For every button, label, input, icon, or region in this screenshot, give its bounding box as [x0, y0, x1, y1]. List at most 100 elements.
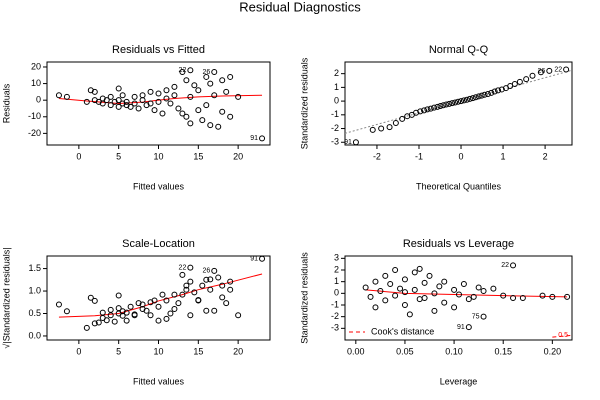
point: [431, 290, 438, 297]
y-tick-label: 2: [334, 264, 339, 274]
y-tick-label: -1: [331, 109, 339, 119]
x-tick-label: 0.05: [396, 346, 414, 356]
point: [119, 312, 126, 319]
point: [187, 120, 194, 127]
point: [227, 286, 234, 293]
point: [63, 308, 70, 315]
point: [387, 281, 394, 287]
point: [135, 300, 142, 307]
point-label: 91: [250, 135, 258, 142]
point: [123, 317, 130, 324]
legend-label: Cook's distance: [371, 326, 434, 336]
x-tick-label: 0.00: [347, 346, 365, 356]
point: [87, 294, 94, 301]
point: [155, 98, 162, 105]
x-tick-label: 0.15: [494, 346, 512, 356]
point: [451, 304, 458, 311]
point: [426, 272, 433, 279]
point: [421, 295, 428, 301]
point: [175, 105, 182, 112]
point-label: 22: [179, 67, 187, 74]
point: [179, 68, 186, 75]
point: [107, 93, 114, 100]
point: [199, 282, 206, 289]
point: [147, 88, 154, 95]
point: [511, 80, 518, 87]
point: [195, 87, 202, 94]
x-tick-label: 15: [193, 151, 203, 161]
y-tick-label: 0.5: [28, 308, 41, 318]
x-tick-label: 20: [233, 346, 243, 356]
point: [463, 96, 470, 103]
point: [455, 291, 462, 298]
y-axis-label: Residuals: [1, 83, 11, 123]
point: [115, 85, 122, 92]
point: [111, 318, 118, 325]
point: [529, 72, 536, 79]
point: [564, 293, 571, 300]
point: [434, 103, 441, 110]
point-label: 22: [554, 66, 562, 73]
point: [167, 310, 174, 317]
y-tick-label: -2: [331, 311, 339, 321]
cooks-distance-line: [552, 334, 573, 338]
point: [460, 97, 467, 104]
plot-frame: [344, 61, 573, 146]
point: [460, 281, 467, 287]
point: [235, 93, 242, 100]
point: [203, 276, 210, 283]
point: [451, 286, 458, 293]
point: [259, 135, 266, 142]
point: [223, 300, 230, 307]
point: [372, 304, 379, 311]
point: [203, 73, 210, 80]
x-tick-label: 1: [501, 151, 506, 161]
point: [397, 285, 404, 292]
point: [163, 95, 170, 102]
point: [179, 291, 186, 298]
point: [171, 306, 178, 313]
point: [475, 93, 482, 100]
point: [187, 264, 194, 271]
y-tick-label: 20: [31, 61, 41, 71]
point: [187, 278, 194, 285]
point: [139, 301, 146, 308]
y-axis-label: Standardized residuals: [299, 57, 309, 149]
point: [207, 80, 214, 87]
point: [207, 286, 214, 293]
point: [475, 284, 482, 291]
point: [523, 76, 530, 83]
point: [171, 92, 178, 99]
point: [211, 92, 218, 99]
point: [63, 93, 70, 100]
point: [55, 92, 62, 99]
point: [510, 295, 517, 301]
point: [55, 301, 62, 308]
y-tick-label: -3: [331, 137, 339, 147]
point: [377, 288, 384, 294]
point: [195, 107, 202, 114]
y-tick-label: 10: [31, 78, 41, 88]
point: [91, 297, 98, 304]
point: [163, 297, 170, 304]
point: [183, 77, 190, 84]
point: [378, 125, 385, 132]
x-tick-label: 2: [543, 151, 548, 161]
point: [500, 292, 507, 299]
x-tick-label: 5: [116, 346, 121, 356]
point: [382, 297, 389, 304]
point: [362, 284, 369, 291]
point: [179, 110, 186, 117]
x-tick-label: 0: [76, 151, 81, 161]
panel-title: Residuals vs Leverage: [403, 238, 514, 250]
y-tick-label: 0.0: [28, 330, 41, 340]
y-tick-label: 0: [36, 95, 41, 105]
x-tick-label: -2: [373, 151, 381, 161]
y-axis-label: Standardized residuals: [299, 252, 309, 344]
point: [452, 99, 459, 106]
point: [546, 67, 553, 74]
point: [119, 92, 126, 99]
point: [83, 98, 90, 105]
point: [167, 100, 174, 107]
point: [235, 312, 242, 319]
